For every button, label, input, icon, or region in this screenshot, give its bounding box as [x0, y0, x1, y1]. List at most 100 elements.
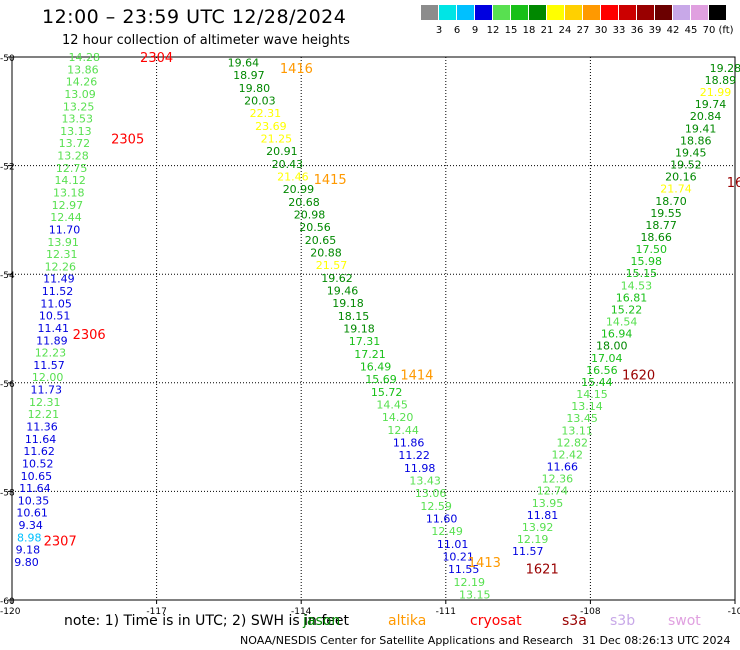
wave-height-value: 13.11	[561, 424, 593, 437]
wave-height-value: 14.54	[606, 316, 638, 329]
mission-legend-s3a: s3a	[562, 613, 587, 629]
mission-legend-swot: swot	[668, 613, 701, 629]
wave-height-value: 19.28	[710, 62, 740, 75]
wave-height-value: 13.53	[61, 113, 93, 126]
wave-height-value: 11.57	[512, 545, 544, 558]
page-title: 12:00 – 23:59 UTC 12/28/2024	[42, 6, 347, 28]
y-tick-label: -52	[0, 163, 15, 173]
colorbar-swatch	[565, 5, 582, 20]
wave-height-value: 11.89	[36, 334, 68, 347]
wave-height-value: 12.74	[537, 485, 569, 498]
colorbar-label: 24	[558, 25, 572, 36]
wave-height-value: 12.36	[542, 473, 574, 486]
wave-height-value: 13.13	[60, 125, 92, 138]
wave-height-value: 20.65	[305, 234, 337, 247]
wave-height-value: 11.98	[404, 462, 436, 475]
wave-height-value: 13.95	[532, 497, 564, 510]
colorbar-label: 36	[630, 25, 644, 36]
wave-height-value: 12.26	[45, 260, 77, 273]
wave-height-value: 10.21	[442, 551, 474, 564]
wave-height-value: 19.62	[321, 272, 353, 285]
wave-height-value: 10.35	[18, 494, 50, 507]
wave-height-value: 10.51	[39, 310, 71, 323]
wave-height-value: 20.03	[244, 94, 276, 107]
mission-legend-s3b: s3b	[610, 613, 636, 629]
wave-height-value: 12.00	[32, 371, 64, 384]
wave-height-value: 15.22	[611, 303, 643, 316]
colorbar-label: 15	[504, 25, 518, 36]
wave-height-value: 11.86	[393, 437, 425, 450]
wave-height-value: 19.46	[327, 284, 359, 297]
wave-height-value: 10.52	[22, 457, 54, 470]
mission-legend-jason: jason	[303, 613, 341, 629]
wave-height-value: 22.31	[250, 107, 282, 120]
colorbar-label: 27	[576, 25, 590, 36]
wave-height-value: 13.25	[63, 100, 95, 113]
wave-height-value: 13.86	[67, 63, 99, 76]
colorbar-swatch	[601, 5, 618, 20]
wave-height-value: 17.50	[636, 243, 668, 256]
wave-height-value: 18.70	[655, 195, 687, 208]
time-label: 1621	[526, 563, 559, 578]
colorbar-swatch	[655, 5, 672, 20]
colorbar-swatch	[421, 5, 438, 20]
colorbar-label: 70	[702, 25, 716, 36]
wave-height-value: 11.55	[448, 563, 480, 576]
time-label: 1416	[280, 62, 313, 77]
wave-height-value: 19.18	[343, 323, 375, 336]
wave-height-value: 21.46	[277, 170, 309, 183]
wave-height-value: 17.04	[591, 352, 623, 365]
colorbar-label: 12	[486, 25, 500, 36]
wave-height-value: 20.68	[288, 196, 320, 209]
wave-height-value: 14.45	[376, 399, 408, 412]
wave-height-value: 11.60	[426, 513, 458, 526]
wave-height-value: 11.73	[30, 384, 62, 397]
y-tick-label: -58	[0, 488, 15, 498]
wave-height-value: 13.15	[459, 589, 491, 602]
colorbar-label: 30	[594, 25, 608, 36]
mission-legend-cryosat: cryosat	[470, 613, 522, 629]
wave-height-value: 19.80	[239, 82, 271, 95]
wave-height-value: 20.99	[283, 183, 315, 196]
credit-text: NOAA/NESDIS Center for Satellite Applica…	[240, 634, 574, 647]
wave-height-value: 15.98	[631, 255, 663, 268]
wave-height-value: 12.21	[28, 408, 60, 421]
wave-height-value: 12.82	[556, 436, 588, 449]
x-tick-label: -120	[0, 607, 21, 617]
colorbar-swatch	[673, 5, 690, 20]
colorbar-swatch	[619, 5, 636, 20]
wave-height-value: 20.43	[272, 158, 304, 171]
wave-height-value: 12.97	[52, 199, 84, 212]
wave-height-value: 11.57	[33, 359, 65, 372]
y-tick-label: -50	[0, 54, 15, 64]
wave-height-value: 15.15	[626, 267, 658, 280]
colorbar-swatch	[457, 5, 474, 20]
wave-height-value: 13.09	[64, 88, 96, 101]
wave-height-value: 13.72	[59, 137, 91, 150]
wave-height-value: 18.97	[233, 69, 265, 82]
wave-height-value: 21.57	[316, 259, 348, 272]
colorbar-label: 9	[471, 25, 479, 36]
colorbar-swatch	[709, 5, 726, 20]
wave-height-value: 20.91	[266, 145, 298, 158]
wave-height-value: 11.70	[49, 223, 81, 236]
wave-height-value: 11.05	[40, 297, 72, 310]
colorbar-label: 42	[666, 25, 680, 36]
wave-height-value: 20.88	[310, 246, 342, 259]
wave-height-value: 11.22	[398, 449, 430, 462]
wave-height-value: 12.23	[35, 347, 67, 360]
wave-height-value: 13.28	[57, 150, 89, 163]
wave-height-value: 17.31	[349, 335, 381, 348]
wave-height-value: 14.20	[382, 411, 414, 424]
wave-height-value: 18.15	[338, 310, 370, 323]
colorbar-label: 18	[522, 25, 536, 36]
page-subtitle: 12 hour collection of altimeter wave hei…	[62, 33, 350, 48]
colorbar-swatch	[691, 5, 708, 20]
wave-height-value: 14.53	[621, 279, 653, 292]
generated-timestamp: 31 Dec 08:26:13 UTC 2024	[582, 634, 731, 647]
wave-height-value: 18.89	[705, 74, 737, 87]
time-label: 2307	[44, 534, 77, 549]
wave-height-value: 11.66	[547, 461, 579, 474]
wave-height-value: 20.56	[299, 221, 331, 234]
